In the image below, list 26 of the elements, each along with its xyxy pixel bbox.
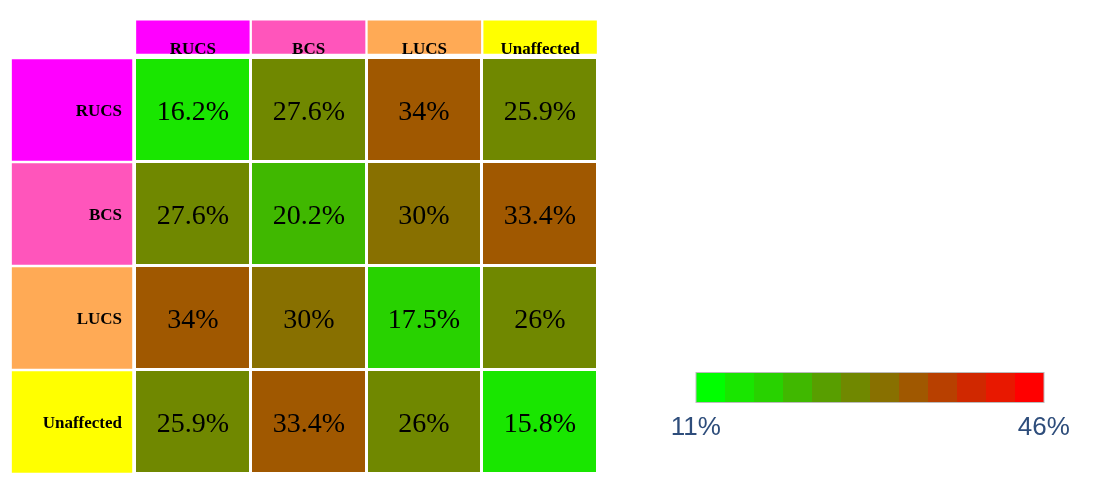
x-tick-label: RUCS bbox=[169, 38, 217, 58]
data-label: 25.9% bbox=[156, 406, 230, 438]
data-label: 34% bbox=[167, 302, 219, 334]
data-label: 26% bbox=[514, 302, 566, 334]
data-label: 30% bbox=[398, 198, 450, 230]
y-tick-label: BCS bbox=[88, 204, 122, 224]
y-tick-label: LUCS bbox=[76, 308, 122, 328]
data-label: 15.8% bbox=[503, 406, 577, 438]
color-bar-label: 46% bbox=[1017, 410, 1070, 441]
data-label: 17.5% bbox=[387, 302, 461, 334]
data-label: 30% bbox=[283, 302, 335, 334]
data-label: 16.2% bbox=[156, 94, 230, 126]
data-label: 34% bbox=[398, 94, 450, 126]
data-label: 33.4% bbox=[272, 406, 346, 438]
x-tick-label: LUCS bbox=[401, 38, 448, 58]
data-label: 33.4% bbox=[503, 198, 577, 230]
y-tick-label: RUCS bbox=[75, 100, 122, 120]
y-tick-label: Unaffected bbox=[42, 412, 123, 432]
color-bar-label: 11% bbox=[670, 410, 721, 441]
data-label: 27.6% bbox=[156, 198, 230, 230]
x-tick-label: BCS bbox=[292, 38, 326, 58]
x-tick-label: Unaffected bbox=[500, 38, 581, 58]
data-label: 25.9% bbox=[503, 94, 577, 126]
data-label: 27.6% bbox=[272, 94, 346, 126]
data-label: 26% bbox=[398, 406, 450, 438]
data-label: 20.2% bbox=[272, 198, 346, 230]
